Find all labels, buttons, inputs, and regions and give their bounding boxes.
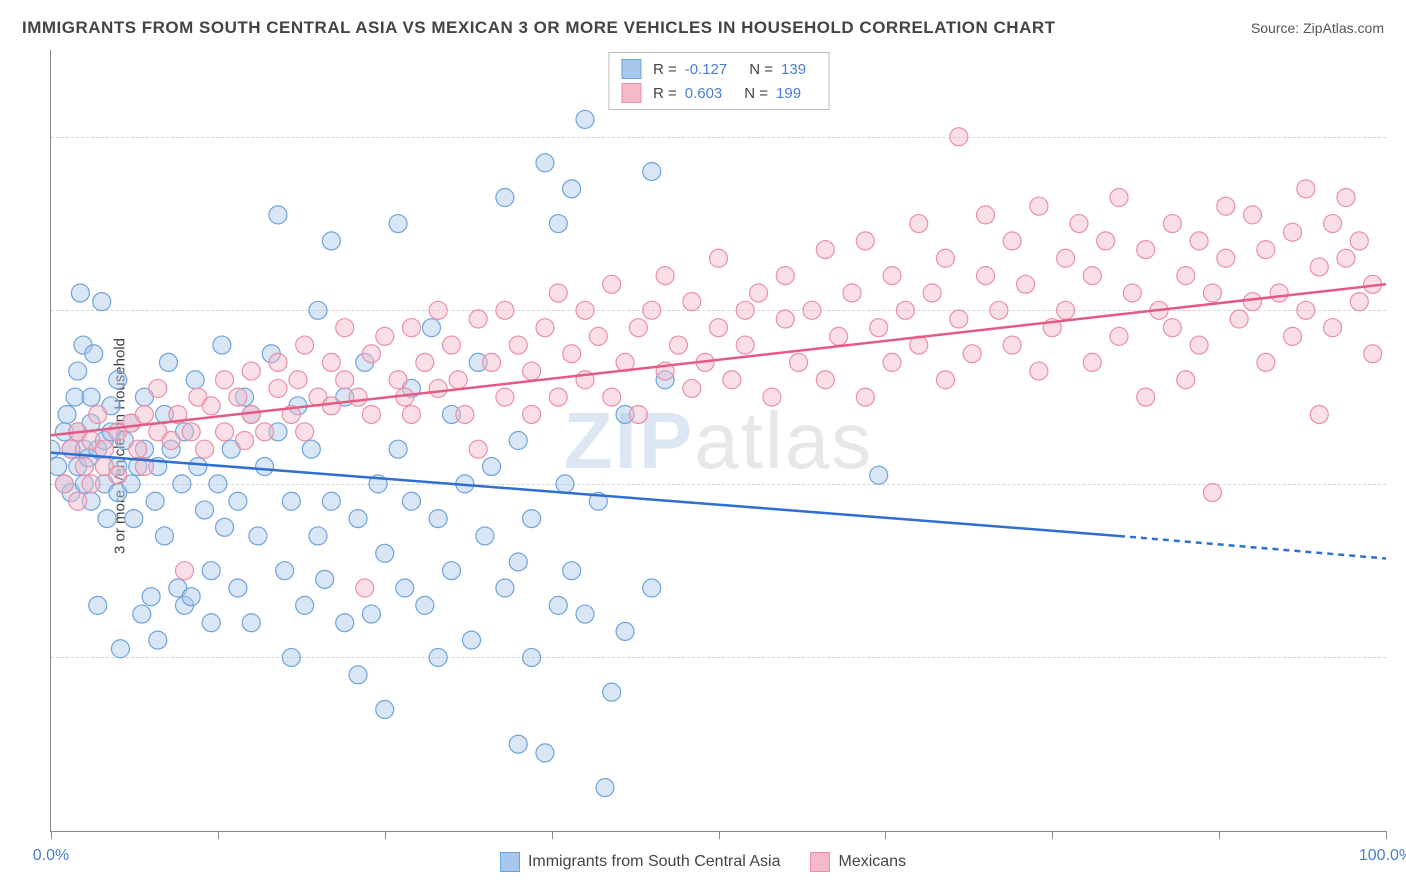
series-legend: Immigrants from South Central Asia Mexic… bbox=[0, 852, 1406, 872]
legend-item-2: Mexicans bbox=[810, 852, 906, 872]
legend-item-1: Immigrants from South Central Asia bbox=[500, 852, 781, 872]
stats-row-series-1: R = -0.127 N = 139 bbox=[609, 57, 828, 81]
y-tick-label: 30.0% bbox=[1396, 301, 1406, 319]
scatter-plot bbox=[51, 50, 1386, 831]
source-attribution: Source: ZipAtlas.com bbox=[1251, 20, 1384, 36]
stats-row-series-2: R = 0.603 N = 199 bbox=[609, 81, 828, 105]
chart-area: ZIPatlas R = -0.127 N = 139 R = 0.603 N … bbox=[50, 50, 1386, 832]
swatch-pink bbox=[810, 852, 830, 872]
chart-title: IMMIGRANTS FROM SOUTH CENTRAL ASIA VS ME… bbox=[22, 18, 1056, 38]
swatch-blue bbox=[621, 59, 641, 79]
y-tick-label: 10.0% bbox=[1396, 648, 1406, 666]
swatch-pink bbox=[621, 83, 641, 103]
legend-label-1: Immigrants from South Central Asia bbox=[528, 853, 781, 871]
y-tick-label: 40.0% bbox=[1396, 128, 1406, 146]
y-tick-label: 20.0% bbox=[1396, 475, 1406, 493]
legend-label-2: Mexicans bbox=[838, 853, 906, 871]
correlation-stats-legend: R = -0.127 N = 139 R = 0.603 N = 199 bbox=[608, 52, 829, 110]
swatch-blue bbox=[500, 852, 520, 872]
source-link[interactable]: ZipAtlas.com bbox=[1303, 20, 1384, 36]
